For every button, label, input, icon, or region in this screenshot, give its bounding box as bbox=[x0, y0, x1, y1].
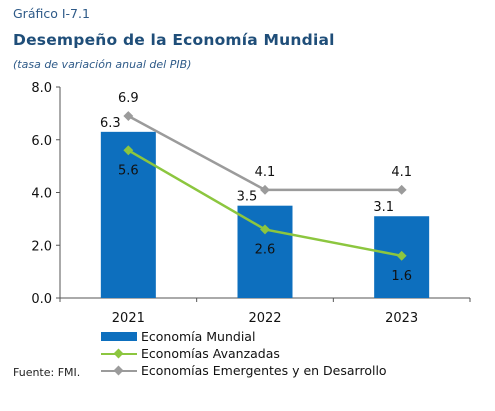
chart-title: Desempeño de la Economía Mundial bbox=[13, 31, 335, 49]
data-label-emergentes: 6.9 bbox=[118, 91, 139, 106]
data-label-avanzadas: 5.6 bbox=[118, 163, 139, 178]
x-tick-label: 2022 bbox=[248, 311, 281, 326]
bar-economia-mundial bbox=[100, 131, 156, 298]
source-note: Fuente: FMI. bbox=[13, 366, 81, 379]
y-tick-label: 0.0 bbox=[31, 292, 52, 307]
bar-economia-mundial bbox=[237, 205, 293, 298]
data-label-avanzadas: 1.6 bbox=[391, 269, 412, 284]
chart-plot: 0.0 2.0 4.0 6.0 8.0 2021 2022 2023 6.3 3.5 3.1 5.6 2… bbox=[31, 81, 471, 326]
x-tick-label: 2021 bbox=[112, 311, 145, 326]
data-label-emergentes: 4.1 bbox=[255, 165, 276, 180]
data-label-emergentes: 4.1 bbox=[391, 165, 412, 180]
point-emergentes bbox=[260, 184, 270, 195]
data-label-economia-mundial: 3.5 bbox=[237, 190, 258, 205]
legend-swatch-world bbox=[100, 330, 138, 344]
x-tick-label: 2023 bbox=[385, 311, 418, 326]
data-label-economia-mundial: 3.1 bbox=[373, 200, 394, 215]
point-avanzadas bbox=[260, 224, 270, 235]
y-tick-label: 8.0 bbox=[31, 81, 52, 96]
chart-label: Gráfico I-7.1 bbox=[13, 6, 90, 21]
data-label-avanzadas: 2.6 bbox=[255, 242, 276, 257]
point-avanzadas bbox=[123, 145, 134, 156]
legend-label-advanced: Economías Avanzadas bbox=[141, 346, 280, 361]
legend-swatch-advanced bbox=[100, 347, 138, 361]
legend-label-emerging: Economías Emergentes y en Desarrollo bbox=[141, 363, 387, 378]
data-label-economia-mundial: 6.3 bbox=[100, 116, 121, 131]
point-emergentes bbox=[123, 111, 134, 121]
legend-label-world: Economía Mundial bbox=[141, 329, 256, 344]
y-tick-label: 6.0 bbox=[31, 134, 52, 149]
y-tick-label: 4.0 bbox=[31, 187, 52, 202]
legend-item-emerging: Economías Emergentes y en Desarrollo bbox=[100, 362, 387, 379]
legend-item-advanced: Economías Avanzadas bbox=[100, 345, 387, 362]
point-emergentes bbox=[396, 184, 407, 195]
y-tick-label: 2.0 bbox=[31, 239, 52, 254]
legend: Economía Mundial Economías Avanzadas Eco… bbox=[100, 328, 387, 379]
legend-item-world: Economía Mundial bbox=[100, 328, 387, 345]
legend-swatch-emerging bbox=[100, 364, 138, 378]
chart-subtitle: (tasa de variación anual del PIB) bbox=[13, 58, 192, 71]
